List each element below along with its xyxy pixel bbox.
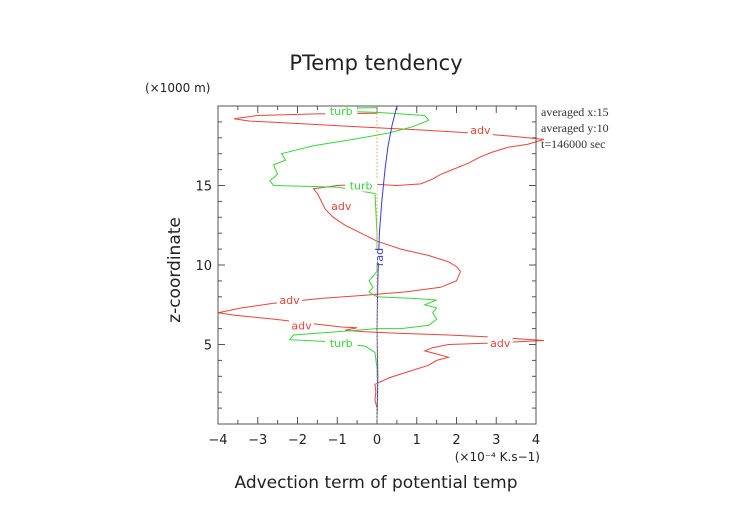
x-axis-title: Advection term of potential temp bbox=[234, 473, 517, 493]
x-unit-label: (×10⁻⁴ K.s−1) bbox=[455, 450, 540, 464]
x-tick-label: 4 bbox=[532, 433, 540, 448]
curve-label-layer: adv adv adv adv adv turb turb turb rad bbox=[277, 103, 513, 350]
y-tick-label: 10 bbox=[195, 259, 212, 274]
y-unit-label: (×1000 m) bbox=[145, 81, 210, 95]
curve-label-bg bbox=[366, 250, 392, 264]
curve-label-bg bbox=[325, 335, 358, 349]
curve-label-bg bbox=[288, 318, 314, 332]
curve-label-adv: adv bbox=[331, 200, 352, 213]
curve-label-adv: adv bbox=[279, 294, 300, 307]
info-line-3: t=146000 sec bbox=[541, 137, 605, 151]
x-tick-label: 3 bbox=[492, 433, 500, 448]
y-tick-label: 15 bbox=[195, 180, 212, 195]
curve-label-bg bbox=[277, 292, 303, 306]
info-line-1: averaged x:15 bbox=[541, 105, 609, 119]
x-tick-label: −2 bbox=[288, 433, 307, 448]
curve-label-adv: adv bbox=[490, 337, 511, 350]
series-line-adv bbox=[218, 112, 545, 420]
series-line-turb bbox=[268, 107, 438, 420]
curve-label-bg bbox=[487, 335, 513, 349]
curve-label-bg bbox=[325, 103, 358, 117]
x-tick-label: 2 bbox=[452, 433, 460, 448]
curve-label-adv: adv bbox=[470, 124, 491, 137]
curve-label-bg bbox=[328, 199, 354, 213]
curve-label-rad: rad bbox=[373, 248, 386, 266]
series-layer bbox=[218, 105, 545, 420]
curve-label-bg bbox=[467, 122, 493, 136]
x-tick-label: 1 bbox=[413, 433, 421, 448]
curve-label-bg bbox=[345, 178, 378, 192]
info-line-2: averaged y:10 bbox=[541, 121, 609, 135]
chart-title: PTemp tendency bbox=[289, 51, 462, 75]
y-tick-label: 5 bbox=[204, 339, 212, 354]
x-tick-label: 0 bbox=[373, 433, 381, 448]
x-tick-label: −3 bbox=[248, 433, 267, 448]
x-tick-label: −4 bbox=[208, 433, 227, 448]
curve-label-turb: turb bbox=[330, 105, 353, 118]
axis-ticks: −4 −3 −2 −1 0 1 2 3 4 5 10 15 bbox=[195, 106, 540, 448]
curve-label-adv: adv bbox=[291, 319, 312, 332]
y-axis-title: z-coordinate bbox=[165, 217, 185, 323]
info-panel: averaged x:15 averaged y:10 t=146000 sec bbox=[541, 105, 609, 151]
curve-label-turb: turb bbox=[330, 337, 353, 350]
curve-label-turb: turb bbox=[350, 180, 373, 193]
plot-frame bbox=[217, 105, 537, 425]
x-tick-label: −1 bbox=[328, 433, 347, 448]
